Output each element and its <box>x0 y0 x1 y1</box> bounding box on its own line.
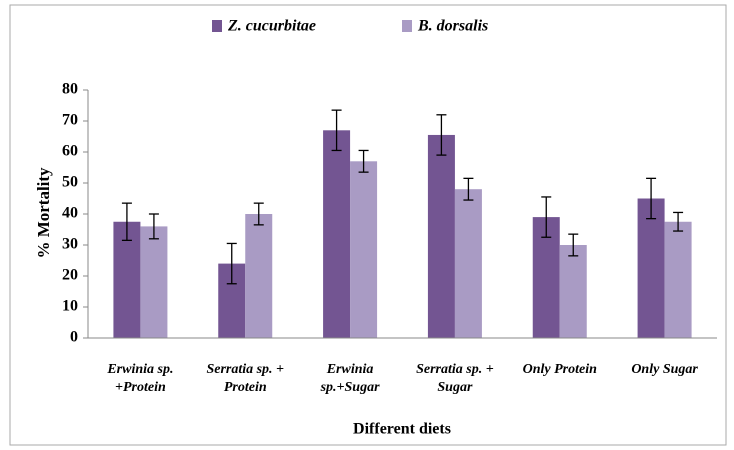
bar <box>350 161 378 338</box>
error-bar <box>148 213 159 240</box>
error-bar <box>673 211 684 232</box>
y-tick-label: 80 <box>62 81 78 98</box>
bar <box>454 189 482 338</box>
chart-frame <box>9 4 727 446</box>
y-tick-label: 30 <box>62 236 78 253</box>
error-bar <box>253 202 264 226</box>
y-tick-label: 70 <box>62 112 78 129</box>
y-tick-label: 10 <box>62 298 78 315</box>
error-bar <box>226 242 237 285</box>
x-tick-label: Only Sugar <box>631 362 698 377</box>
y-tick-label: 60 <box>62 143 78 160</box>
bar <box>637 198 665 338</box>
y-tick-label: 40 <box>62 205 78 222</box>
error-bar <box>436 114 447 156</box>
legend-swatch <box>212 20 222 32</box>
legend-label: Z. cucurbitae <box>227 18 316 35</box>
bar <box>245 214 273 338</box>
bar <box>559 245 587 338</box>
bar <box>427 134 455 338</box>
y-tick-label: 20 <box>62 267 78 284</box>
x-axis-label: Different diets <box>353 421 451 438</box>
error-bar <box>331 109 342 152</box>
x-tick-label: Erwinia sp. +Protein <box>106 362 173 395</box>
error-bar <box>568 233 579 257</box>
bar <box>140 226 168 338</box>
x-tick-label: Serratia sp. + Sugar <box>416 362 494 395</box>
legend-swatch <box>402 20 412 32</box>
bar <box>113 221 141 338</box>
error-bar <box>358 149 369 173</box>
legend-label: B. dorsalis <box>417 18 488 35</box>
error-bar <box>463 177 474 201</box>
y-tick-label: 0 <box>70 329 78 346</box>
x-tick-label: Serratia sp. + Protein <box>206 362 284 395</box>
x-tick-label: Erwinia sp.+Sugar <box>320 362 380 395</box>
y-tick-label: 50 <box>62 174 78 191</box>
y-axis-label: % Mortality <box>34 167 53 259</box>
bar <box>323 130 351 338</box>
x-tick-label: Only Protein <box>523 362 597 377</box>
error-bar <box>646 177 657 220</box>
error-bar <box>121 202 132 242</box>
bar <box>664 221 692 338</box>
error-bar <box>541 196 552 238</box>
